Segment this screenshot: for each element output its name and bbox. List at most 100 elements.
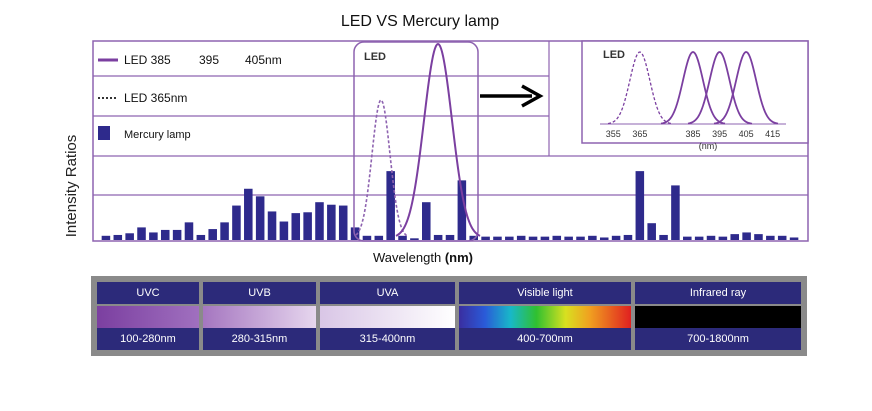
inset-tick-label: 415 (765, 129, 780, 139)
mercury-bar (623, 234, 633, 240)
mercury-bar (730, 234, 740, 240)
band-visible-swatch (459, 306, 631, 328)
mercury-bar (327, 204, 336, 240)
chart-title: LED VS Mercury lamp (341, 13, 499, 30)
mercury-bar (777, 235, 787, 240)
band-uvc-swatch (97, 306, 199, 328)
band-uvb-range: 280-315nm (203, 328, 316, 350)
mercury-bar (599, 237, 609, 240)
inset-tick-label: 395 (712, 129, 727, 139)
mercury-bar (101, 235, 111, 240)
inset-x-unit: (nm) (699, 141, 718, 151)
legend-led385-label: LED 385 (124, 53, 171, 67)
mercury-bar (516, 235, 526, 240)
mercury-bar (564, 236, 573, 240)
band-uvc-range: 100-280nm (97, 328, 199, 350)
band-uva-swatch (320, 306, 455, 328)
led-box-label: LED (364, 51, 386, 63)
mercury-bar (125, 233, 134, 240)
mercury-bar (398, 235, 407, 240)
mercury-bar (291, 213, 301, 240)
band-uvc-name: UVC (97, 282, 199, 304)
inset-tick-label: 405 (739, 129, 754, 139)
mercury-bar (422, 202, 431, 240)
inset-curve-385 (660, 51, 726, 125)
spectrum-band-bar: UVC 100-280nm UVB 280-315nm UVA 315-400n… (91, 276, 807, 356)
mercury-bar (754, 234, 763, 240)
mercury-bar (742, 232, 751, 240)
band-visible-name: Visible light (459, 282, 631, 304)
mercury-bar (255, 196, 265, 240)
mercury-bar (671, 185, 680, 240)
mercury-bar (113, 234, 123, 240)
plot-frame (92, 40, 809, 242)
mercury-bar (232, 205, 241, 240)
mercury-bar (338, 205, 348, 240)
mercury-bar (172, 229, 182, 240)
led-box (353, 41, 479, 242)
mercury-bar (469, 235, 478, 240)
mercury-bar (493, 236, 502, 240)
band-uvc: UVC 100-280nm (97, 282, 199, 350)
band-uva-range: 315-400nm (320, 328, 455, 350)
led-365-curve (355, 98, 409, 238)
mercury-bar (540, 236, 550, 240)
x-axis-label: Wavelength (nm) (373, 250, 473, 265)
mercury-bar (706, 235, 716, 240)
band-visible: Visible light 400-700nm (459, 282, 631, 350)
mercury-bars (101, 171, 799, 240)
mercury-bar (766, 235, 775, 240)
mercury-bar (611, 235, 621, 240)
inset-tick-label: 385 (685, 129, 700, 139)
mercury-bar (160, 229, 170, 240)
mercury-bar (244, 188, 253, 240)
zoom-arrow (480, 84, 544, 108)
mercury-bar (208, 229, 217, 240)
mercury-bar (505, 236, 514, 240)
mercury-bar (220, 222, 229, 240)
mercury-bar (433, 234, 443, 240)
inset-curve-395 (687, 51, 753, 125)
band-infrared-name: Infrared ray (635, 282, 801, 304)
mercury-bar (789, 237, 799, 240)
mercury-bar (149, 232, 158, 240)
x-axis-label-unit: (nm) (445, 250, 473, 265)
inset-curve-365 (607, 51, 673, 125)
mercury-bar (647, 223, 656, 240)
mercury-bar (588, 235, 597, 240)
legend: LED 385 395 405nm LED 365nm Mercury lamp (98, 53, 282, 141)
mercury-bar (659, 234, 668, 240)
mercury-bar (303, 212, 312, 240)
mercury-bar (445, 234, 455, 240)
mercury-bar (694, 236, 704, 240)
mercury-bar (576, 236, 585, 240)
mercury-bar (528, 236, 538, 240)
inset-tick-label: 355 (606, 129, 621, 139)
y-axis-label: Intensity Ratios (63, 135, 80, 238)
legend-led365-label: LED 365nm (124, 91, 187, 105)
band-uvb: UVB 280-315nm (203, 282, 316, 350)
mercury-bar (267, 211, 277, 240)
mercury-bar (410, 238, 419, 240)
mercury-bar (279, 221, 289, 240)
band-visible-range: 400-700nm (459, 328, 631, 350)
band-uvb-name: UVB (203, 282, 316, 304)
led-main-curve (395, 42, 481, 237)
mercury-bar (137, 227, 146, 240)
inset-label: LED (603, 49, 625, 61)
band-infrared: Infrared ray 700-1800nm (635, 282, 801, 350)
x-axis-label-text: Wavelength (373, 250, 441, 265)
mercury-bar (552, 235, 562, 240)
mercury-bar (386, 171, 395, 240)
legend-led405-label: 405nm (245, 53, 282, 67)
band-uva-name: UVA (320, 282, 455, 304)
band-uvb-swatch (203, 306, 316, 328)
legend-led395-label: 395 (199, 53, 219, 67)
mercury-bar (457, 180, 467, 240)
mercury-bar (683, 236, 692, 240)
legend-mercury-swatch (98, 126, 110, 140)
inset-chart: LED 355 365 385 395 405 415 (nm) (600, 49, 786, 151)
band-infrared-swatch (635, 306, 801, 328)
mercury-bar (635, 171, 645, 240)
